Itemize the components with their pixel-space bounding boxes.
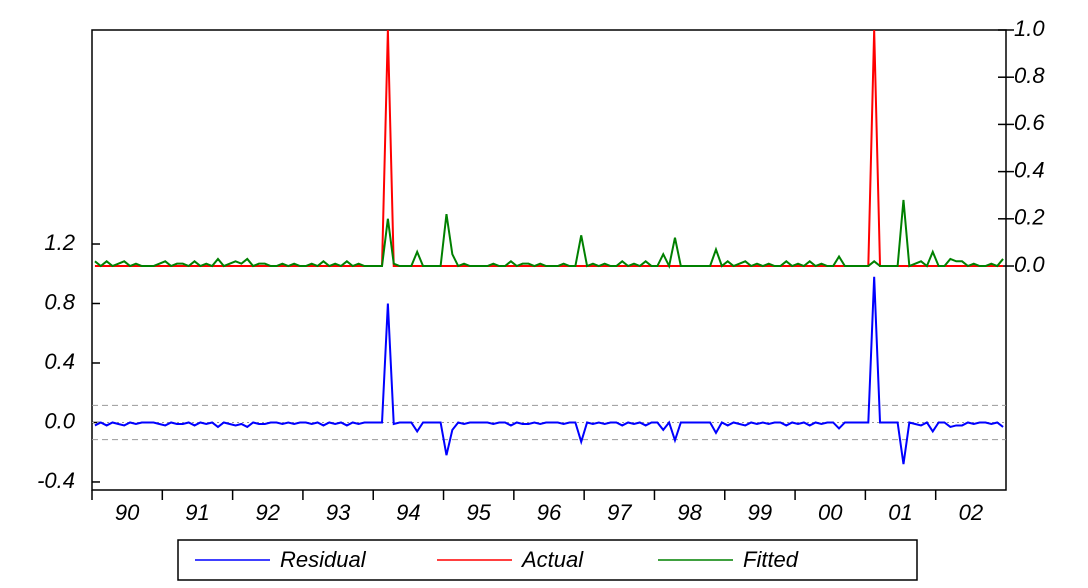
series-line	[94, 276, 1004, 465]
legend-label: Residual	[280, 547, 367, 572]
x-tick-label: 00	[818, 500, 843, 525]
x-tick-label: 96	[537, 500, 562, 525]
y2-tick-label: 0.4	[1014, 157, 1045, 182]
x-tick-label: 95	[466, 500, 491, 525]
x-tick-label: 01	[888, 500, 912, 525]
x-tick-label: 91	[185, 500, 209, 525]
x-tick-label: 90	[115, 500, 140, 525]
y-tick-label: 0.4	[44, 349, 75, 374]
legend-box	[177, 539, 918, 581]
y2-tick-label: 0.0	[1014, 252, 1045, 277]
legend-label: Fitted	[743, 547, 799, 572]
x-tick-label: 99	[748, 500, 772, 525]
y-tick-label: 0.0	[44, 408, 75, 433]
y2-tick-label: 1.0	[1014, 16, 1045, 41]
x-tick-label: 98	[677, 500, 702, 525]
x-tick-label: 02	[959, 500, 983, 525]
y-tick-label: 0.8	[44, 289, 75, 314]
y-tick-label: -0.4	[37, 468, 75, 493]
x-tick-label: 97	[607, 500, 632, 525]
series-line	[94, 29, 1004, 268]
y2-tick-label: 0.8	[1014, 63, 1045, 88]
x-tick-label: 92	[256, 500, 280, 525]
x-tick-label: 93	[326, 500, 351, 525]
legend-label: Actual	[520, 547, 584, 572]
plot-frame	[91, 29, 1007, 491]
y2-tick-label: 0.2	[1014, 205, 1045, 230]
y-tick-label: 1.2	[44, 230, 75, 255]
x-tick-label: 94	[396, 500, 420, 525]
y2-tick-label: 0.6	[1014, 110, 1045, 135]
series-line	[94, 199, 1004, 270]
